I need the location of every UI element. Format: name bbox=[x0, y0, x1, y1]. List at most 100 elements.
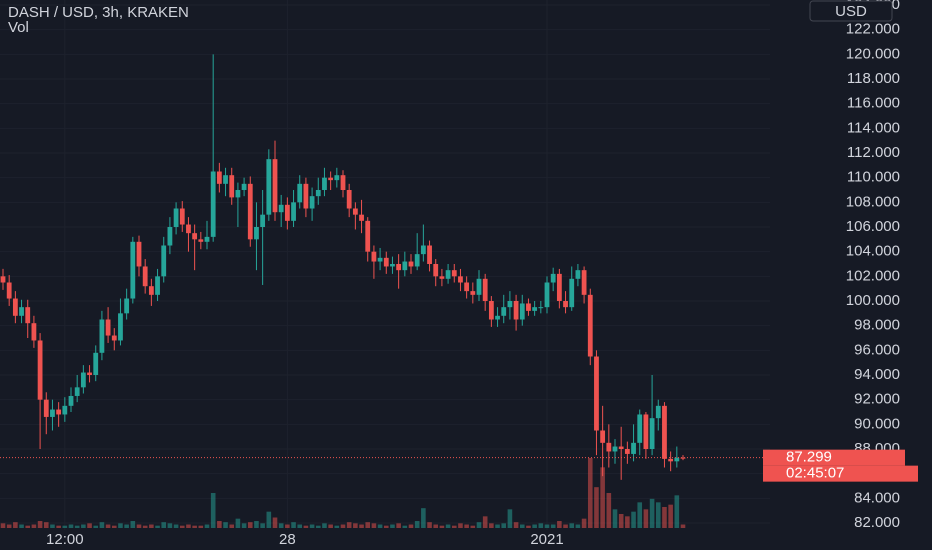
x-tick-label: 2021 bbox=[530, 531, 563, 548]
volume-bar bbox=[631, 511, 636, 528]
volume-bar bbox=[643, 509, 649, 528]
candle-body bbox=[161, 245, 167, 277]
candle-body bbox=[297, 183, 303, 203]
volume-bar bbox=[241, 523, 247, 528]
candle-body bbox=[390, 264, 395, 267]
volume-bar bbox=[612, 509, 618, 528]
candle-body bbox=[587, 294, 593, 357]
volume-bar bbox=[235, 518, 241, 528]
grid bbox=[0, 0, 770, 530]
candle-body bbox=[439, 276, 445, 279]
candle-body bbox=[87, 372, 92, 375]
countdown-box bbox=[763, 465, 918, 482]
y-tick-label: 104.000 bbox=[846, 243, 900, 260]
volume-bar bbox=[99, 522, 105, 528]
candle-body bbox=[142, 266, 148, 287]
volume-bar bbox=[371, 523, 377, 528]
volume-bar bbox=[136, 524, 142, 528]
candle-body bbox=[124, 298, 130, 314]
volume-bar bbox=[674, 495, 680, 528]
candle-body bbox=[427, 245, 432, 264]
volume-bar bbox=[550, 524, 556, 528]
candle-body bbox=[433, 264, 439, 277]
candle-body bbox=[668, 458, 674, 462]
volume-bar bbox=[111, 525, 117, 528]
volume-bar bbox=[192, 525, 197, 528]
candle-body bbox=[445, 270, 451, 279]
volume-bar bbox=[445, 524, 451, 528]
candle-body bbox=[284, 204, 290, 221]
currency-label[interactable]: USD bbox=[835, 3, 867, 20]
candle-body bbox=[334, 175, 340, 181]
y-tick-label: 120.000 bbox=[846, 45, 900, 62]
candle-body bbox=[655, 405, 661, 419]
candle-body bbox=[420, 245, 426, 255]
candle-body bbox=[550, 273, 556, 283]
candle-body bbox=[179, 208, 185, 225]
candle-body bbox=[624, 449, 630, 454]
volume-bar bbox=[223, 522, 228, 528]
candle-body bbox=[266, 159, 272, 215]
candle-body bbox=[315, 190, 321, 197]
candle-body bbox=[50, 409, 55, 417]
volume-bar bbox=[247, 522, 253, 528]
volume-bar bbox=[161, 522, 167, 528]
candle-body bbox=[594, 356, 599, 431]
volume-bar bbox=[346, 522, 352, 528]
volume-bar bbox=[408, 524, 414, 528]
candle-body bbox=[0, 276, 6, 283]
volume-bar bbox=[439, 525, 445, 528]
candle-body bbox=[649, 418, 655, 449]
volume-bar bbox=[31, 524, 37, 528]
volume-bar bbox=[186, 524, 191, 528]
volume-bar bbox=[427, 522, 432, 528]
candle-body bbox=[68, 395, 74, 406]
volume-bar bbox=[495, 524, 500, 528]
candle-body bbox=[136, 241, 142, 267]
candle-body bbox=[538, 307, 544, 309]
candle-body bbox=[272, 159, 278, 213]
candle-body bbox=[130, 241, 136, 299]
candle-body bbox=[402, 261, 408, 271]
candle-body bbox=[173, 208, 179, 227]
volume-bar bbox=[575, 524, 581, 528]
volume-bar bbox=[81, 524, 86, 528]
candle-body bbox=[618, 446, 624, 449]
candle-body bbox=[37, 340, 43, 400]
candle-body bbox=[278, 204, 284, 213]
candle-body bbox=[74, 387, 80, 396]
y-tick-label: 106.000 bbox=[846, 218, 900, 235]
volume-bar bbox=[118, 523, 123, 528]
volume-bar bbox=[173, 524, 179, 528]
candle-body bbox=[241, 183, 247, 190]
candle-body bbox=[377, 257, 383, 262]
volume-bar bbox=[334, 525, 340, 528]
volume-bar bbox=[433, 524, 439, 528]
volume-bar bbox=[655, 502, 661, 528]
volume-bar bbox=[470, 525, 476, 528]
y-tick-label: 112.000 bbox=[847, 144, 900, 161]
candle-body bbox=[346, 190, 352, 209]
candle-body bbox=[526, 303, 531, 311]
volume-bar bbox=[532, 524, 537, 528]
candle-body bbox=[198, 239, 204, 242]
volume-bar bbox=[618, 514, 624, 528]
volume-bar bbox=[278, 523, 284, 528]
volume-bar bbox=[179, 525, 185, 528]
volume-bar bbox=[680, 524, 686, 528]
candle-body bbox=[352, 208, 358, 215]
candle-body bbox=[674, 457, 680, 462]
candle-body bbox=[643, 414, 649, 449]
volume-bar bbox=[322, 523, 327, 528]
volume-bar bbox=[396, 523, 401, 528]
candle-body bbox=[612, 446, 618, 452]
candle-body bbox=[148, 286, 154, 295]
x-tick-label: 28 bbox=[279, 531, 296, 548]
volume-bar bbox=[668, 504, 673, 528]
volume-bar bbox=[365, 522, 371, 528]
candle-body bbox=[458, 276, 463, 283]
currency-box[interactable] bbox=[809, 0, 893, 22]
candle-body bbox=[43, 399, 49, 417]
volume-bar bbox=[600, 467, 605, 528]
